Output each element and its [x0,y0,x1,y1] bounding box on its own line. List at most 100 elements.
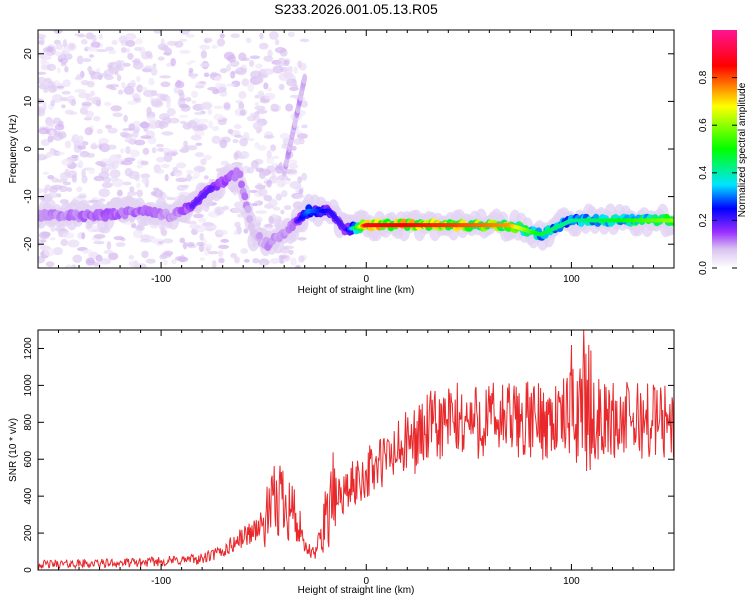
spectrogram-cell [88,70,96,76]
spectrogram-cell [280,179,291,185]
spectrogram-cell [204,227,214,232]
spectrogram-cell [233,152,239,160]
spectrogram-cell [74,76,83,81]
spectrogram-cell [47,191,59,199]
spectrogram-cell [213,113,224,121]
snr-xlabel: Height of straight line (km) [298,585,415,596]
spectrogram-cell [120,46,127,53]
spectrogram-cell [218,244,230,250]
spectrogram-cell [109,84,120,88]
spectrogram-cell [248,59,255,67]
spectrogram-cell [191,100,197,104]
spectrogram-cell [120,160,133,166]
spectrogram-cell [257,188,268,197]
spectrogram-cell [294,140,304,144]
y-tick-label: -10 [23,189,34,204]
spectrogram-cell [103,101,112,107]
spectrogram-cell [124,138,136,143]
spectrogram-cell [64,66,69,73]
spectrogram-cell [153,30,162,34]
spectrogram-cell [189,73,197,80]
spectrogram-cell [101,182,113,189]
spectrogram-cell [47,135,54,143]
spectrogram-cell [199,232,204,241]
spectrogram-cell [38,231,50,240]
spectrogram-cell [85,257,95,266]
spectrogram-cell [223,102,231,110]
spectrogram-cell [67,98,72,104]
y-tick-label: 800 [23,414,34,431]
spectrogram-cell [134,139,146,146]
snr-frame [37,329,675,571]
spectrogram-cell [125,32,137,41]
spectrogram-cell [174,80,185,89]
spectrogram-cell [71,154,79,159]
spectrogram-cell [159,75,171,79]
spectrogram-cell [211,135,221,144]
spectrogram-cell [241,192,249,201]
spectrogram-cell [177,256,189,263]
y-tick-label: 0 [23,146,34,152]
spectrogram-cell [300,100,309,108]
spectrogram-cell [47,63,57,71]
spectrogram-cell [194,151,205,158]
spectrogram-cell [66,42,77,51]
spectrogram-cell [76,186,83,193]
spectrogram-cell [110,105,122,112]
colorbar-tick-label: 0.0 [698,261,709,275]
spectrogram-cell [136,84,143,93]
spectrogram-cell [61,158,73,166]
spectrogram-cell [148,120,159,129]
spectrogram-cell [78,160,84,169]
spectrogram-cell [88,167,96,175]
spectrogram-cell [160,228,168,237]
spectrogram-cell [240,248,249,255]
spectrogram-cell [127,100,138,105]
spectrogram-cell [90,90,96,97]
spectrogram-cell [181,184,190,188]
spectrogram-cell [66,187,73,192]
spectrogram-cell [278,72,290,81]
spectrogram-cell [240,151,250,159]
spectrogram-cell [161,116,172,125]
spectrogram-cell [128,254,135,260]
spectrogram-cell [127,191,137,196]
spectrogram-cell [219,139,228,149]
spectrogram-cell [287,163,299,169]
spectrogram-cell [216,229,229,236]
spectrogram-cell [151,147,157,154]
spectrogram-cell [239,137,248,147]
colorbar-tick-label: 0.8 [698,70,709,84]
spectrogram-cell [216,38,226,47]
spectrogram-cell [134,38,143,45]
spectrogram-cell [98,188,110,198]
spectrogram-cell [64,264,73,268]
spectrogram-cell [91,96,102,105]
spectrogram-cell [256,232,264,241]
spectrogram-cell [198,244,205,253]
spectrogram-cell [109,169,121,179]
spectrogram-cell [173,87,179,94]
spectrogram-cell [230,71,236,79]
spectrogram-cell [255,167,264,173]
spectrogram-cell [246,215,254,224]
spectrogram-cell [38,76,47,85]
spectrogram-cell [161,131,174,136]
spectrogram-cell [197,166,204,173]
x-tick-label: 100 [563,274,580,285]
spectrogram-cell [196,241,205,247]
spectrogram-cell [255,76,264,84]
spectrogram-cell [74,33,85,37]
spectrogram-cell [270,258,280,264]
spectrogram-cell [301,172,308,181]
spectrogram-cell [140,238,152,243]
colorbar-gradient [712,30,737,268]
spectrogram-cell [142,147,150,155]
spectrogram-cell [171,149,178,153]
spectrogram-cell [193,170,201,178]
spectrogram-cell [280,209,285,215]
spectrogram-cell [272,155,280,159]
spectrogram-cell [153,188,164,198]
spectrogram-cell [263,55,274,62]
spectrogram-cell [111,160,119,170]
